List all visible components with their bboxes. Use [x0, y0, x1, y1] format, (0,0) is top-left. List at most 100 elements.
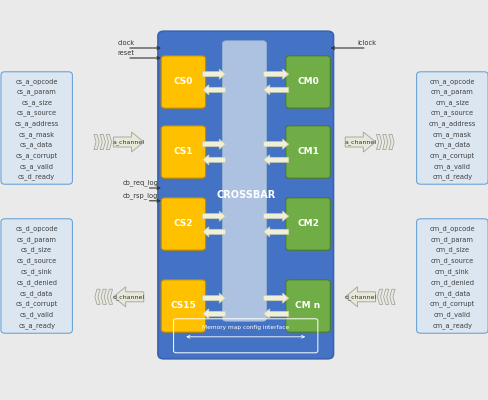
- Polygon shape: [202, 211, 225, 221]
- Text: cs_d_denied: cs_d_denied: [16, 279, 57, 286]
- Polygon shape: [113, 287, 143, 307]
- Polygon shape: [263, 69, 288, 79]
- FancyBboxPatch shape: [1, 72, 72, 184]
- Polygon shape: [101, 289, 106, 304]
- Text: cm_d_source: cm_d_source: [430, 258, 473, 264]
- FancyBboxPatch shape: [161, 198, 205, 250]
- Text: cs_a_data: cs_a_data: [20, 142, 53, 148]
- Text: CM0: CM0: [297, 78, 318, 86]
- Polygon shape: [202, 227, 225, 237]
- Text: cm_a_data: cm_a_data: [433, 142, 469, 148]
- Text: Memory map config interface: Memory map config interface: [202, 326, 289, 330]
- Text: cs_d_param: cs_d_param: [17, 236, 57, 243]
- Text: cs_d_size: cs_d_size: [21, 247, 52, 254]
- Text: cs_a_address: cs_a_address: [15, 120, 59, 127]
- Polygon shape: [263, 155, 288, 165]
- Polygon shape: [263, 309, 288, 319]
- Text: cs_d_data: cs_d_data: [20, 290, 53, 297]
- Text: cm_d_param: cm_d_param: [430, 236, 473, 243]
- FancyBboxPatch shape: [222, 41, 266, 321]
- Polygon shape: [113, 132, 143, 152]
- Text: cs_a_opcode: cs_a_opcode: [16, 78, 58, 85]
- Text: cs_a_mask: cs_a_mask: [19, 131, 55, 138]
- Text: cs_a_ready: cs_a_ready: [18, 322, 55, 329]
- Text: cb_req_log: cb_req_log: [122, 179, 158, 186]
- Polygon shape: [202, 69, 225, 79]
- Text: CS1: CS1: [173, 148, 193, 156]
- Polygon shape: [263, 85, 288, 95]
- Polygon shape: [263, 211, 288, 221]
- Text: CM2: CM2: [297, 220, 318, 228]
- Text: cm_a_source: cm_a_source: [430, 110, 473, 116]
- Text: cm_a_mask: cm_a_mask: [432, 131, 471, 138]
- Polygon shape: [345, 287, 375, 307]
- FancyBboxPatch shape: [285, 126, 330, 178]
- Polygon shape: [94, 134, 99, 150]
- Text: cs_d_opcode: cs_d_opcode: [15, 225, 58, 232]
- Polygon shape: [202, 155, 225, 165]
- Text: iclock: iclock: [357, 40, 376, 46]
- Polygon shape: [202, 85, 225, 95]
- FancyBboxPatch shape: [158, 31, 333, 359]
- Text: cs_d_ready: cs_d_ready: [18, 173, 55, 180]
- Text: cm_a_opcode: cm_a_opcode: [428, 78, 474, 85]
- Polygon shape: [389, 289, 394, 304]
- FancyBboxPatch shape: [285, 56, 330, 108]
- Text: cm_d_ready: cm_d_ready: [431, 173, 471, 180]
- Polygon shape: [388, 134, 393, 150]
- Text: d_channel: d_channel: [344, 294, 376, 300]
- Text: cm_d_valid: cm_d_valid: [433, 312, 470, 318]
- Text: cs_a_source: cs_a_source: [17, 110, 57, 116]
- Polygon shape: [345, 132, 375, 152]
- Text: cm_d_denied: cm_d_denied: [429, 279, 473, 286]
- FancyBboxPatch shape: [285, 198, 330, 250]
- Text: a_channel: a_channel: [112, 139, 144, 145]
- Text: reset: reset: [117, 50, 134, 56]
- Text: cs_d_sink: cs_d_sink: [21, 268, 52, 275]
- Text: cm_a_size: cm_a_size: [434, 99, 468, 106]
- Polygon shape: [202, 309, 225, 319]
- Text: cs_d_corrupt: cs_d_corrupt: [16, 301, 58, 308]
- Polygon shape: [382, 134, 387, 150]
- Text: cs_d_source: cs_d_source: [17, 258, 57, 264]
- Text: CS15: CS15: [170, 302, 196, 310]
- Text: cb_rsp_log: cb_rsp_log: [122, 192, 157, 199]
- Polygon shape: [383, 289, 388, 304]
- FancyBboxPatch shape: [416, 219, 487, 333]
- Text: cm_a_corrupt: cm_a_corrupt: [429, 152, 474, 159]
- Polygon shape: [106, 134, 111, 150]
- Polygon shape: [263, 227, 288, 237]
- Text: cs_a_size: cs_a_size: [21, 99, 52, 106]
- Polygon shape: [263, 293, 288, 303]
- Polygon shape: [100, 134, 105, 150]
- Text: d_channel: d_channel: [112, 294, 144, 300]
- Text: cs_d_valid: cs_d_valid: [20, 312, 54, 318]
- Polygon shape: [377, 289, 382, 304]
- FancyBboxPatch shape: [416, 72, 487, 184]
- Text: cm_d_sink: cm_d_sink: [434, 268, 468, 275]
- Polygon shape: [107, 289, 112, 304]
- Polygon shape: [263, 139, 288, 149]
- Text: cm_a_valid: cm_a_valid: [433, 163, 470, 170]
- FancyBboxPatch shape: [161, 56, 205, 108]
- Text: cm_a_ready: cm_a_ready: [431, 322, 471, 329]
- Polygon shape: [95, 289, 100, 304]
- Text: cs_a_valid: cs_a_valid: [20, 163, 54, 170]
- FancyBboxPatch shape: [285, 280, 330, 332]
- Text: a_channel: a_channel: [344, 139, 376, 145]
- Text: cm_d_size: cm_d_size: [434, 247, 468, 254]
- Text: cm_a_address: cm_a_address: [428, 120, 475, 127]
- Polygon shape: [202, 293, 225, 303]
- Text: CM n: CM n: [295, 302, 320, 310]
- Text: cm_d_corrupt: cm_d_corrupt: [429, 301, 474, 308]
- FancyBboxPatch shape: [161, 280, 205, 332]
- Text: CROSSBAR: CROSSBAR: [216, 190, 275, 200]
- Text: cm_a_param: cm_a_param: [430, 89, 473, 95]
- Text: cm_d_data: cm_d_data: [433, 290, 469, 297]
- Text: cs_a_param: cs_a_param: [17, 89, 57, 95]
- Text: cs_a_corrupt: cs_a_corrupt: [16, 152, 58, 159]
- Polygon shape: [202, 139, 225, 149]
- FancyBboxPatch shape: [1, 219, 72, 333]
- Text: cm_d_opcode: cm_d_opcode: [428, 225, 474, 232]
- Text: CS2: CS2: [173, 220, 193, 228]
